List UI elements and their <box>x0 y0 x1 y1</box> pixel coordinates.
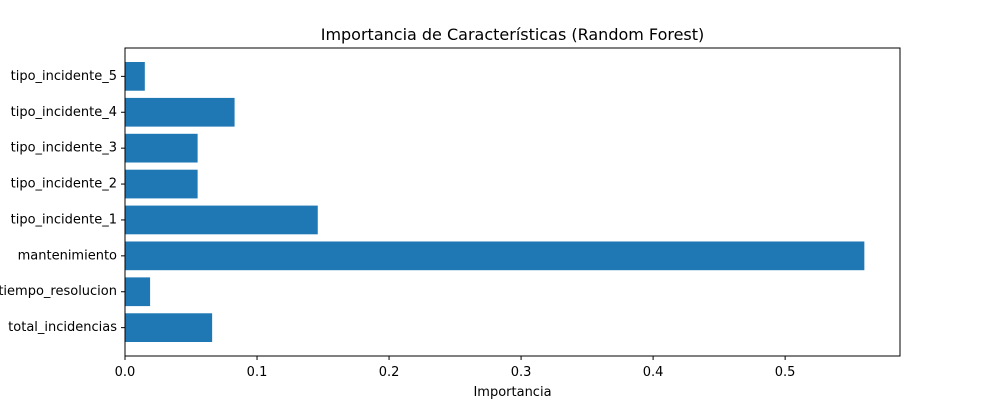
x-tick-label: 0.4 <box>643 365 664 380</box>
y-tick-label: total_incidencias <box>8 320 117 335</box>
x-axis-label: Importancia <box>473 385 551 400</box>
bar-mantenimiento <box>125 241 865 271</box>
bar-tiempo-resolucion <box>125 277 151 307</box>
plot-frame <box>124 47 901 357</box>
y-tick-label: tipo_incidente_3 <box>11 141 117 156</box>
chart-title: Importancia de Características (Random F… <box>321 25 705 44</box>
y-tick-label: tiempo_resolucion <box>0 284 117 299</box>
x-tick-label: 0.2 <box>379 365 400 380</box>
bar-total-incidencias <box>125 313 213 342</box>
bar-tipo-incidente-5 <box>125 62 145 91</box>
y-tick-label: tipo_incidente_2 <box>11 177 117 192</box>
bar-tipo-incidente-1 <box>125 205 318 235</box>
y-axis-ticks: total_incidencias tiempo_resolucion manten… <box>0 69 125 335</box>
x-axis-ticks: 0.0 0.1 0.2 0.3 0.4 0.5 <box>115 356 796 380</box>
y-tick-label: tipo_incidente_1 <box>11 212 117 227</box>
bar-tipo-incidente-2 <box>125 169 198 199</box>
bar-tipo-incidente-3 <box>125 133 198 163</box>
y-tick-label: tipo_incidente_4 <box>11 105 117 120</box>
x-tick-label: 0.3 <box>511 365 532 380</box>
y-tick-label: mantenimiento <box>18 248 117 263</box>
x-tick-label: 0.1 <box>247 365 268 380</box>
x-tick-label: 0.5 <box>775 365 796 380</box>
bar-tipo-incidente-4 <box>125 97 235 127</box>
x-tick-label: 0.0 <box>115 365 136 380</box>
bars-group <box>125 62 865 342</box>
y-tick-label: tipo_incidente_5 <box>11 69 117 84</box>
